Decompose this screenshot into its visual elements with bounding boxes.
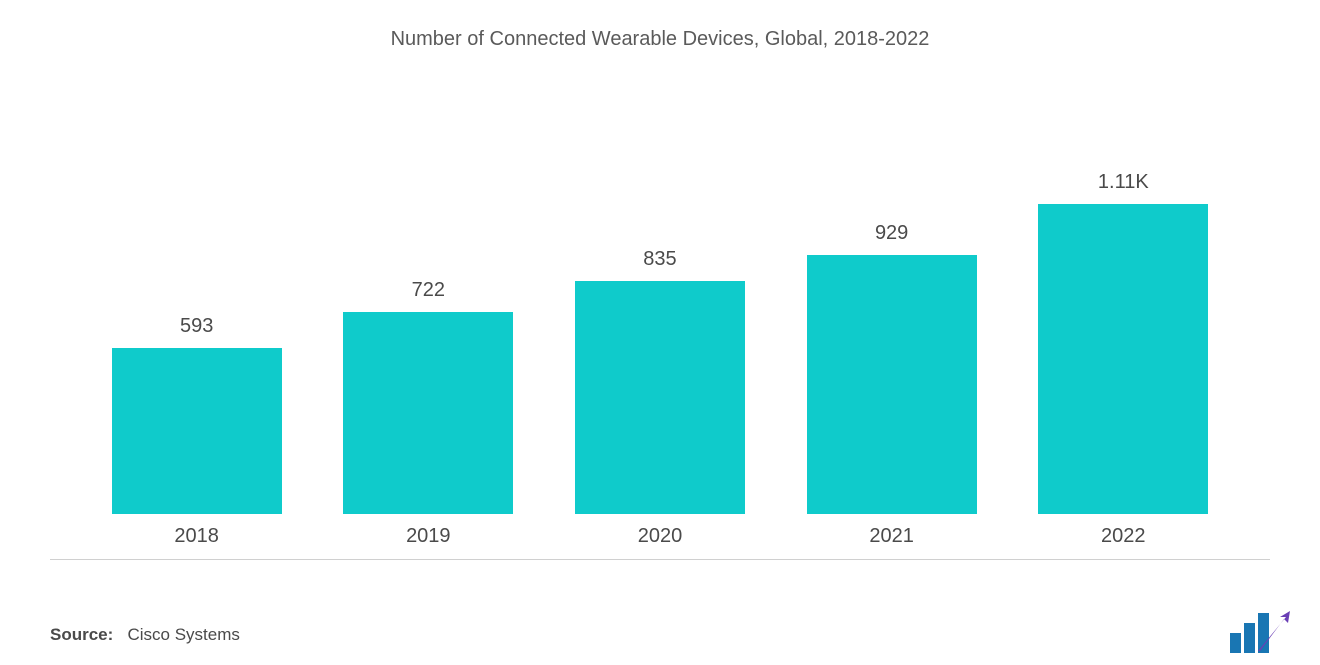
bar <box>807 255 977 514</box>
bar-value-label: 929 <box>875 222 908 245</box>
x-axis: 2018 2019 2020 2021 2022 <box>50 514 1270 559</box>
bar <box>1038 204 1208 514</box>
x-axis-label: 2022 <box>1038 525 1208 548</box>
bar-value-label: 835 <box>643 248 676 271</box>
plot-area: 593 722 835 929 1.11K <box>50 100 1270 514</box>
x-axis-label: 2021 <box>807 525 977 548</box>
x-axis-label: 2018 <box>112 525 282 548</box>
bar-group: 929 <box>807 222 977 514</box>
bar-value-label: 593 <box>180 315 213 338</box>
chart-container: Number of Connected Wearable Devices, Gl… <box>50 0 1270 560</box>
bar-group: 1.11K <box>1038 171 1208 514</box>
bar-value-label: 722 <box>412 279 445 302</box>
bar-value-label: 1.11K <box>1098 171 1149 194</box>
bar <box>112 348 282 514</box>
bar <box>575 281 745 514</box>
bar <box>343 312 513 514</box>
source-label: Source: <box>50 625 113 644</box>
source-attribution: Source: Cisco Systems <box>50 625 240 645</box>
x-axis-label: 2019 <box>343 525 513 548</box>
chart-title: Number of Connected Wearable Devices, Gl… <box>50 0 1270 51</box>
source-text: Cisco Systems <box>127 625 239 644</box>
bar-group: 722 <box>343 279 513 514</box>
bar-group: 835 <box>575 248 745 514</box>
x-axis-label: 2020 <box>575 525 745 548</box>
mordor-intelligence-logo-icon <box>1228 611 1290 653</box>
bar-group: 593 <box>112 315 282 514</box>
